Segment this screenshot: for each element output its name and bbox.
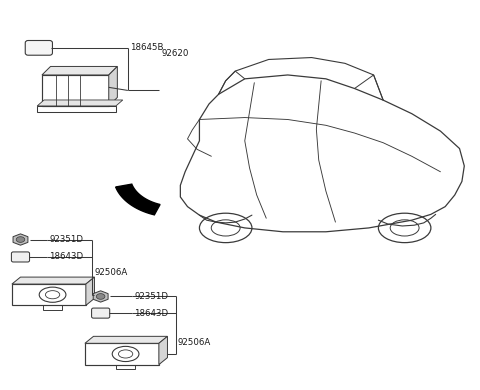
FancyBboxPatch shape [92,308,110,318]
Polygon shape [116,184,160,215]
Text: 92506A: 92506A [95,268,128,277]
Polygon shape [96,294,105,299]
Bar [43,305,62,310]
Text: 18643D: 18643D [49,252,83,261]
Bar [37,106,116,112]
Polygon shape [13,234,28,245]
Polygon shape [16,237,25,242]
Text: 92351D: 92351D [134,292,168,301]
Polygon shape [93,291,108,302]
Polygon shape [86,277,95,305]
Bar [42,75,109,106]
Polygon shape [42,66,117,75]
Polygon shape [109,66,117,106]
Text: 18645B: 18645B [130,43,164,52]
FancyBboxPatch shape [12,252,30,262]
Bar [116,365,135,369]
Polygon shape [12,277,95,284]
Polygon shape [159,336,168,365]
Text: 18643D: 18643D [134,308,168,317]
Text: 92351D: 92351D [49,235,83,244]
Text: 92506A: 92506A [178,339,211,347]
Text: 92620: 92620 [161,49,189,58]
Polygon shape [37,100,123,106]
Bar [12,284,86,305]
Bar [85,343,159,365]
FancyBboxPatch shape [25,41,52,55]
Polygon shape [85,336,168,343]
